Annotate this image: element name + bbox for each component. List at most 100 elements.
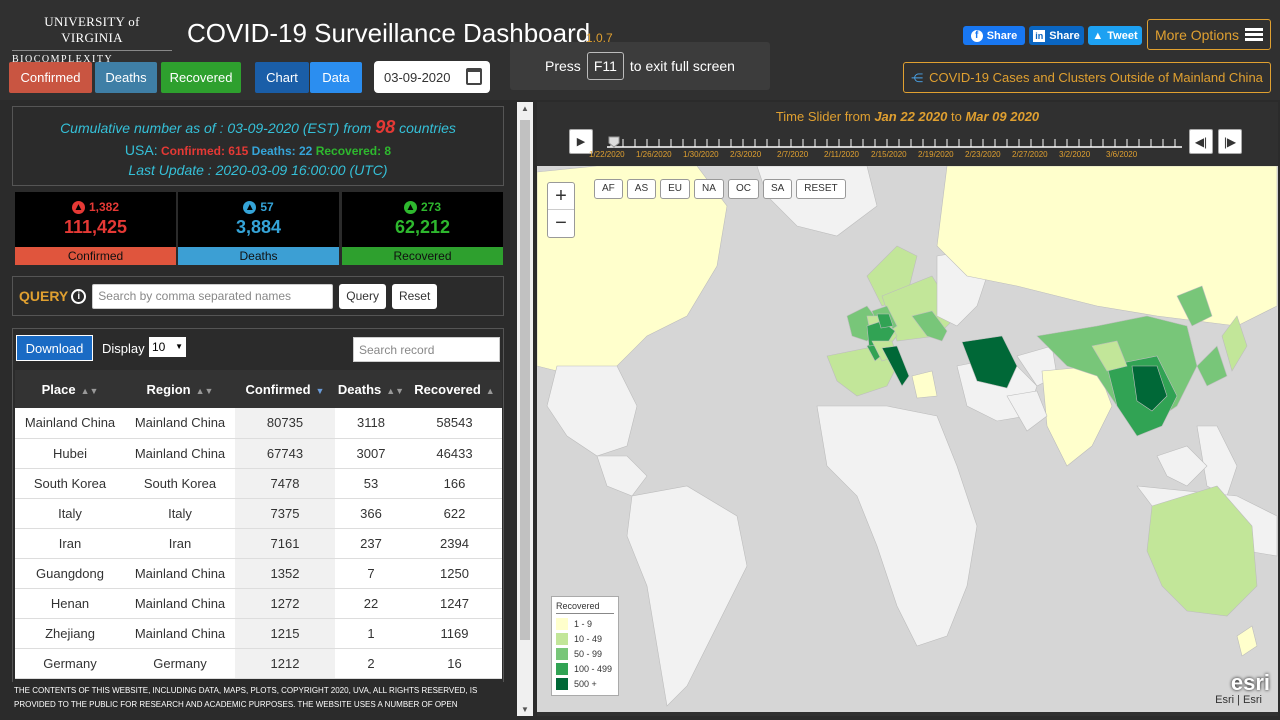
more-options-button[interactable]: More Options [1147,19,1271,50]
table-cell: 3007 [356,445,386,461]
legend-label: 10 - 49 [574,633,603,644]
linkedin-share-button[interactable]: in Share [1029,26,1084,45]
facebook-share-button[interactable]: f Share [963,26,1025,45]
region-eu-button[interactable]: EU [660,179,691,199]
table-row[interactable]: Hubei Mainland China 67743 3007 46433 [15,438,502,468]
cumulative-line: Cumulative number as of : 03-09-2020 (ES… [13,117,503,138]
usa-deaths: Deaths: 22 [251,144,313,158]
zoom-out-button[interactable]: − [555,212,567,234]
table-cell: 46433 [436,445,473,461]
step-back-button[interactable]: ◀| [1189,129,1213,154]
stat-total: 3,884 [235,217,282,237]
table-cell: 58543 [436,415,473,431]
calendar-icon[interactable] [466,68,482,85]
tick-label: 1/26/2020 [636,150,672,159]
sort-icon: ▲▼ [386,385,405,396]
world-map[interactable]: + − AF AS EU NA OC SA RESET Recovered 1 … [537,166,1278,712]
uva-logo[interactable]: UNIVERSITY of VIRGINIA BIOCOMPLEXITY INS… [12,14,172,76]
display-label: Display [102,341,145,356]
table-cell: Italy [58,505,82,521]
step-back-icon: ◀| [1194,134,1208,149]
display-count-select[interactable]: 10 [149,337,186,357]
table-search-input[interactable]: Search record [353,337,500,362]
toggle-deaths[interactable]: Deaths [95,62,157,93]
clusters-outside-china-button[interactable]: ⋲ COVID-19 Cases and Clusters Outside of… [903,62,1271,93]
zoom-in-button[interactable]: + [548,183,574,210]
region-na-button[interactable]: NA [694,179,724,199]
col-confirmed[interactable]: Confirmed ▼ [245,381,325,397]
region-af-button[interactable]: AF [594,179,623,199]
query-reset-button[interactable]: Reset [391,283,438,309]
view-data-button[interactable]: Data [310,62,362,93]
play-button[interactable]: ▶ [569,129,593,154]
view-chart-button[interactable]: Chart [255,62,309,93]
sort-icon: ▲ [485,385,495,396]
toggle-recovered[interactable]: Recovered [161,62,241,93]
table-cell: Zhejiang [45,625,95,641]
legend-item: 500 + [556,676,614,691]
sort-icon: ▲▼ [80,385,99,396]
logo-line1: UNIVERSITY of VIRGINIA [44,14,140,45]
left-panel-scrollbar[interactable]: ▲ ▼ [517,102,533,716]
col-deaths[interactable]: Deaths ▲▼ [337,381,405,397]
region-buttons: AF AS EU NA OC SA RESET [594,179,846,199]
col-region[interactable]: Region ▲▼ [146,381,214,397]
table-cell: 16 [447,655,462,671]
tick-label: 2/3/2020 [730,150,762,159]
table-row[interactable]: Germany Germany 1212 2 16 [15,648,502,678]
region-reset-button[interactable]: RESET [796,179,846,199]
table-cell: 1 [367,625,375,641]
legend-label: 50 - 99 [574,648,603,659]
table-row[interactable]: Zhejiang Mainland China 1215 1 1169 [15,618,502,648]
last-update: Last Update : 2020-03-09 16:00:00 (UTC) [128,162,388,178]
tick-label: 3/6/2020 [1106,150,1138,159]
legend-item: 1 - 9 [556,616,614,631]
table-row[interactable]: Mainland China Mainland China 80735 3118 585… [15,408,502,438]
map-attribution[interactable]: Esri | Esri [1215,694,1262,706]
query-input[interactable]: Search by comma separated names [92,283,334,309]
tick-label: 2/19/2020 [918,150,954,159]
table-row[interactable]: Italy Italy 7375 366 622 [15,498,502,528]
date-picker[interactable]: 03-09-2020 [374,61,490,93]
region-oc-button[interactable]: OC [727,179,759,199]
table-row[interactable]: South Korea South Korea 7478 53 166 [15,468,502,498]
region-as-button[interactable]: AS [626,179,657,199]
table-row[interactable]: Guangdong Mainland China 1352 7 1250 [15,558,502,588]
step-forward-button[interactable]: |▶ [1218,129,1242,154]
table-cell: Mainland China [24,415,116,431]
table-cell: 67743 [235,438,335,468]
col-recovered[interactable]: Recovered ▲ [414,381,495,397]
table-cell: 7 [367,565,375,581]
download-button[interactable]: Download [16,335,93,361]
zoom-controls: + − [547,182,575,238]
table-cell: 80735 [235,408,335,438]
region-sa-button[interactable]: SA [762,179,793,199]
slider-handle[interactable] [608,136,620,148]
scroll-up-icon[interactable]: ▲ [521,104,529,113]
table-cell: 7478 [235,468,335,498]
world-map-svg[interactable] [537,166,1278,712]
table-cell: 7161 [235,528,335,558]
query-button[interactable]: Query [339,283,386,309]
stat-deaths: ▲ 57 3,884 Deaths [178,192,339,265]
country-count: 98 [375,117,396,137]
fullscreen-toast: Press F11 to exit full screen [510,42,770,90]
scrollbar-thumb[interactable] [520,120,530,640]
up-arrow-icon: ▲ [403,200,417,214]
info-icon[interactable]: i [71,288,87,304]
table-cell: Hubei [53,445,87,461]
esri-logo[interactable]: esri [1230,670,1270,695]
table-cell: 1212 [235,648,335,678]
table-cell: Mainland China [134,565,226,581]
scroll-down-icon[interactable]: ▼ [521,705,529,714]
table-row[interactable]: Iran Iran 7161 237 2394 [15,528,502,558]
usa-recovered: Recovered: 8 [315,144,392,158]
toggle-confirmed[interactable]: Confirmed [9,62,92,93]
table-row[interactable]: Henan Mainland China 1272 22 1247 [15,588,502,618]
legend-swatch [556,632,568,645]
tick-label: 2/7/2020 [777,150,809,159]
time-slider-label: Time Slider from Jan 22 2020 to Mar 09 2… [775,109,1040,124]
twitter-tweet-button[interactable]: ▲ Tweet [1088,26,1142,45]
col-place[interactable]: Place ▲▼ [41,381,99,397]
time-slider-track[interactable] [607,133,1182,153]
